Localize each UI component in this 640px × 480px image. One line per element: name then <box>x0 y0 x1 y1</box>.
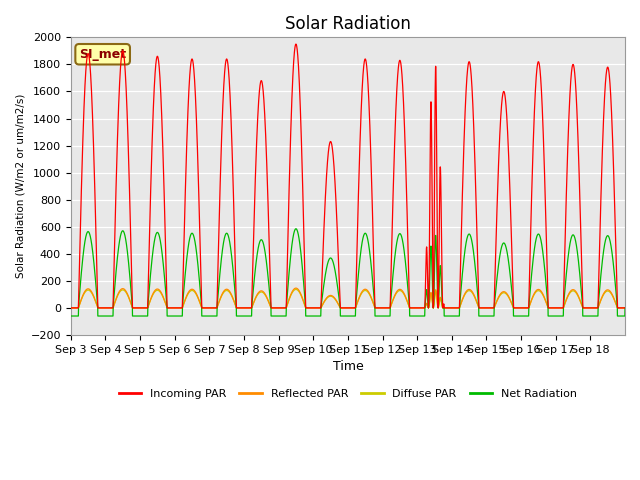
X-axis label: Time: Time <box>333 360 364 373</box>
Y-axis label: Solar Radiation (W/m2 or um/m2/s): Solar Radiation (W/m2 or um/m2/s) <box>15 94 25 278</box>
Legend: Incoming PAR, Reflected PAR, Diffuse PAR, Net Radiation: Incoming PAR, Reflected PAR, Diffuse PAR… <box>114 385 582 404</box>
Title: Solar Radiation: Solar Radiation <box>285 15 411 33</box>
Text: SI_met: SI_met <box>79 48 126 61</box>
